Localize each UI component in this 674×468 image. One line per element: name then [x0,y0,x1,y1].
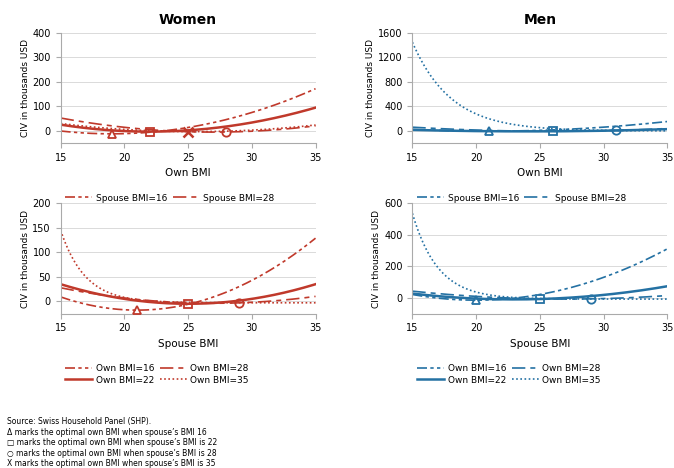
Text: Source: Swiss Household Panel (SHP).
Δ marks the optimal own BMI when spouse’s B: Source: Swiss Household Panel (SHP). Δ m… [7,417,217,468]
Legend: Spouse BMI=16, Spouse BMI=22, Spouse BMI=28, Spouse BMI=35: Spouse BMI=16, Spouse BMI=22, Spouse BMI… [417,194,626,214]
Y-axis label: CIV in thousands USD: CIV in thousands USD [366,39,375,137]
Y-axis label: CIV in thousands USD: CIV in thousands USD [21,39,30,137]
Legend: Own BMI=16, Own BMI=22, Own BMI=28, Own BMI=35: Own BMI=16, Own BMI=22, Own BMI=28, Own … [65,364,249,385]
X-axis label: Own BMI: Own BMI [165,168,211,178]
Title: Men: Men [523,14,556,28]
Legend: Spouse BMI=16, Spouse BMI=22, Spouse BMI=28, Spouse BMI=35: Spouse BMI=16, Spouse BMI=22, Spouse BMI… [65,194,275,214]
X-axis label: Spouse BMI: Spouse BMI [158,339,218,349]
X-axis label: Own BMI: Own BMI [517,168,563,178]
Legend: Own BMI=16, Own BMI=22, Own BMI=28, Own BMI=35: Own BMI=16, Own BMI=22, Own BMI=28, Own … [417,364,601,385]
X-axis label: Spouse BMI: Spouse BMI [510,339,570,349]
Y-axis label: CIV in thousands USD: CIV in thousands USD [21,210,30,307]
Title: Women: Women [159,14,217,28]
Y-axis label: CIV in thousands USD: CIV in thousands USD [373,210,381,307]
